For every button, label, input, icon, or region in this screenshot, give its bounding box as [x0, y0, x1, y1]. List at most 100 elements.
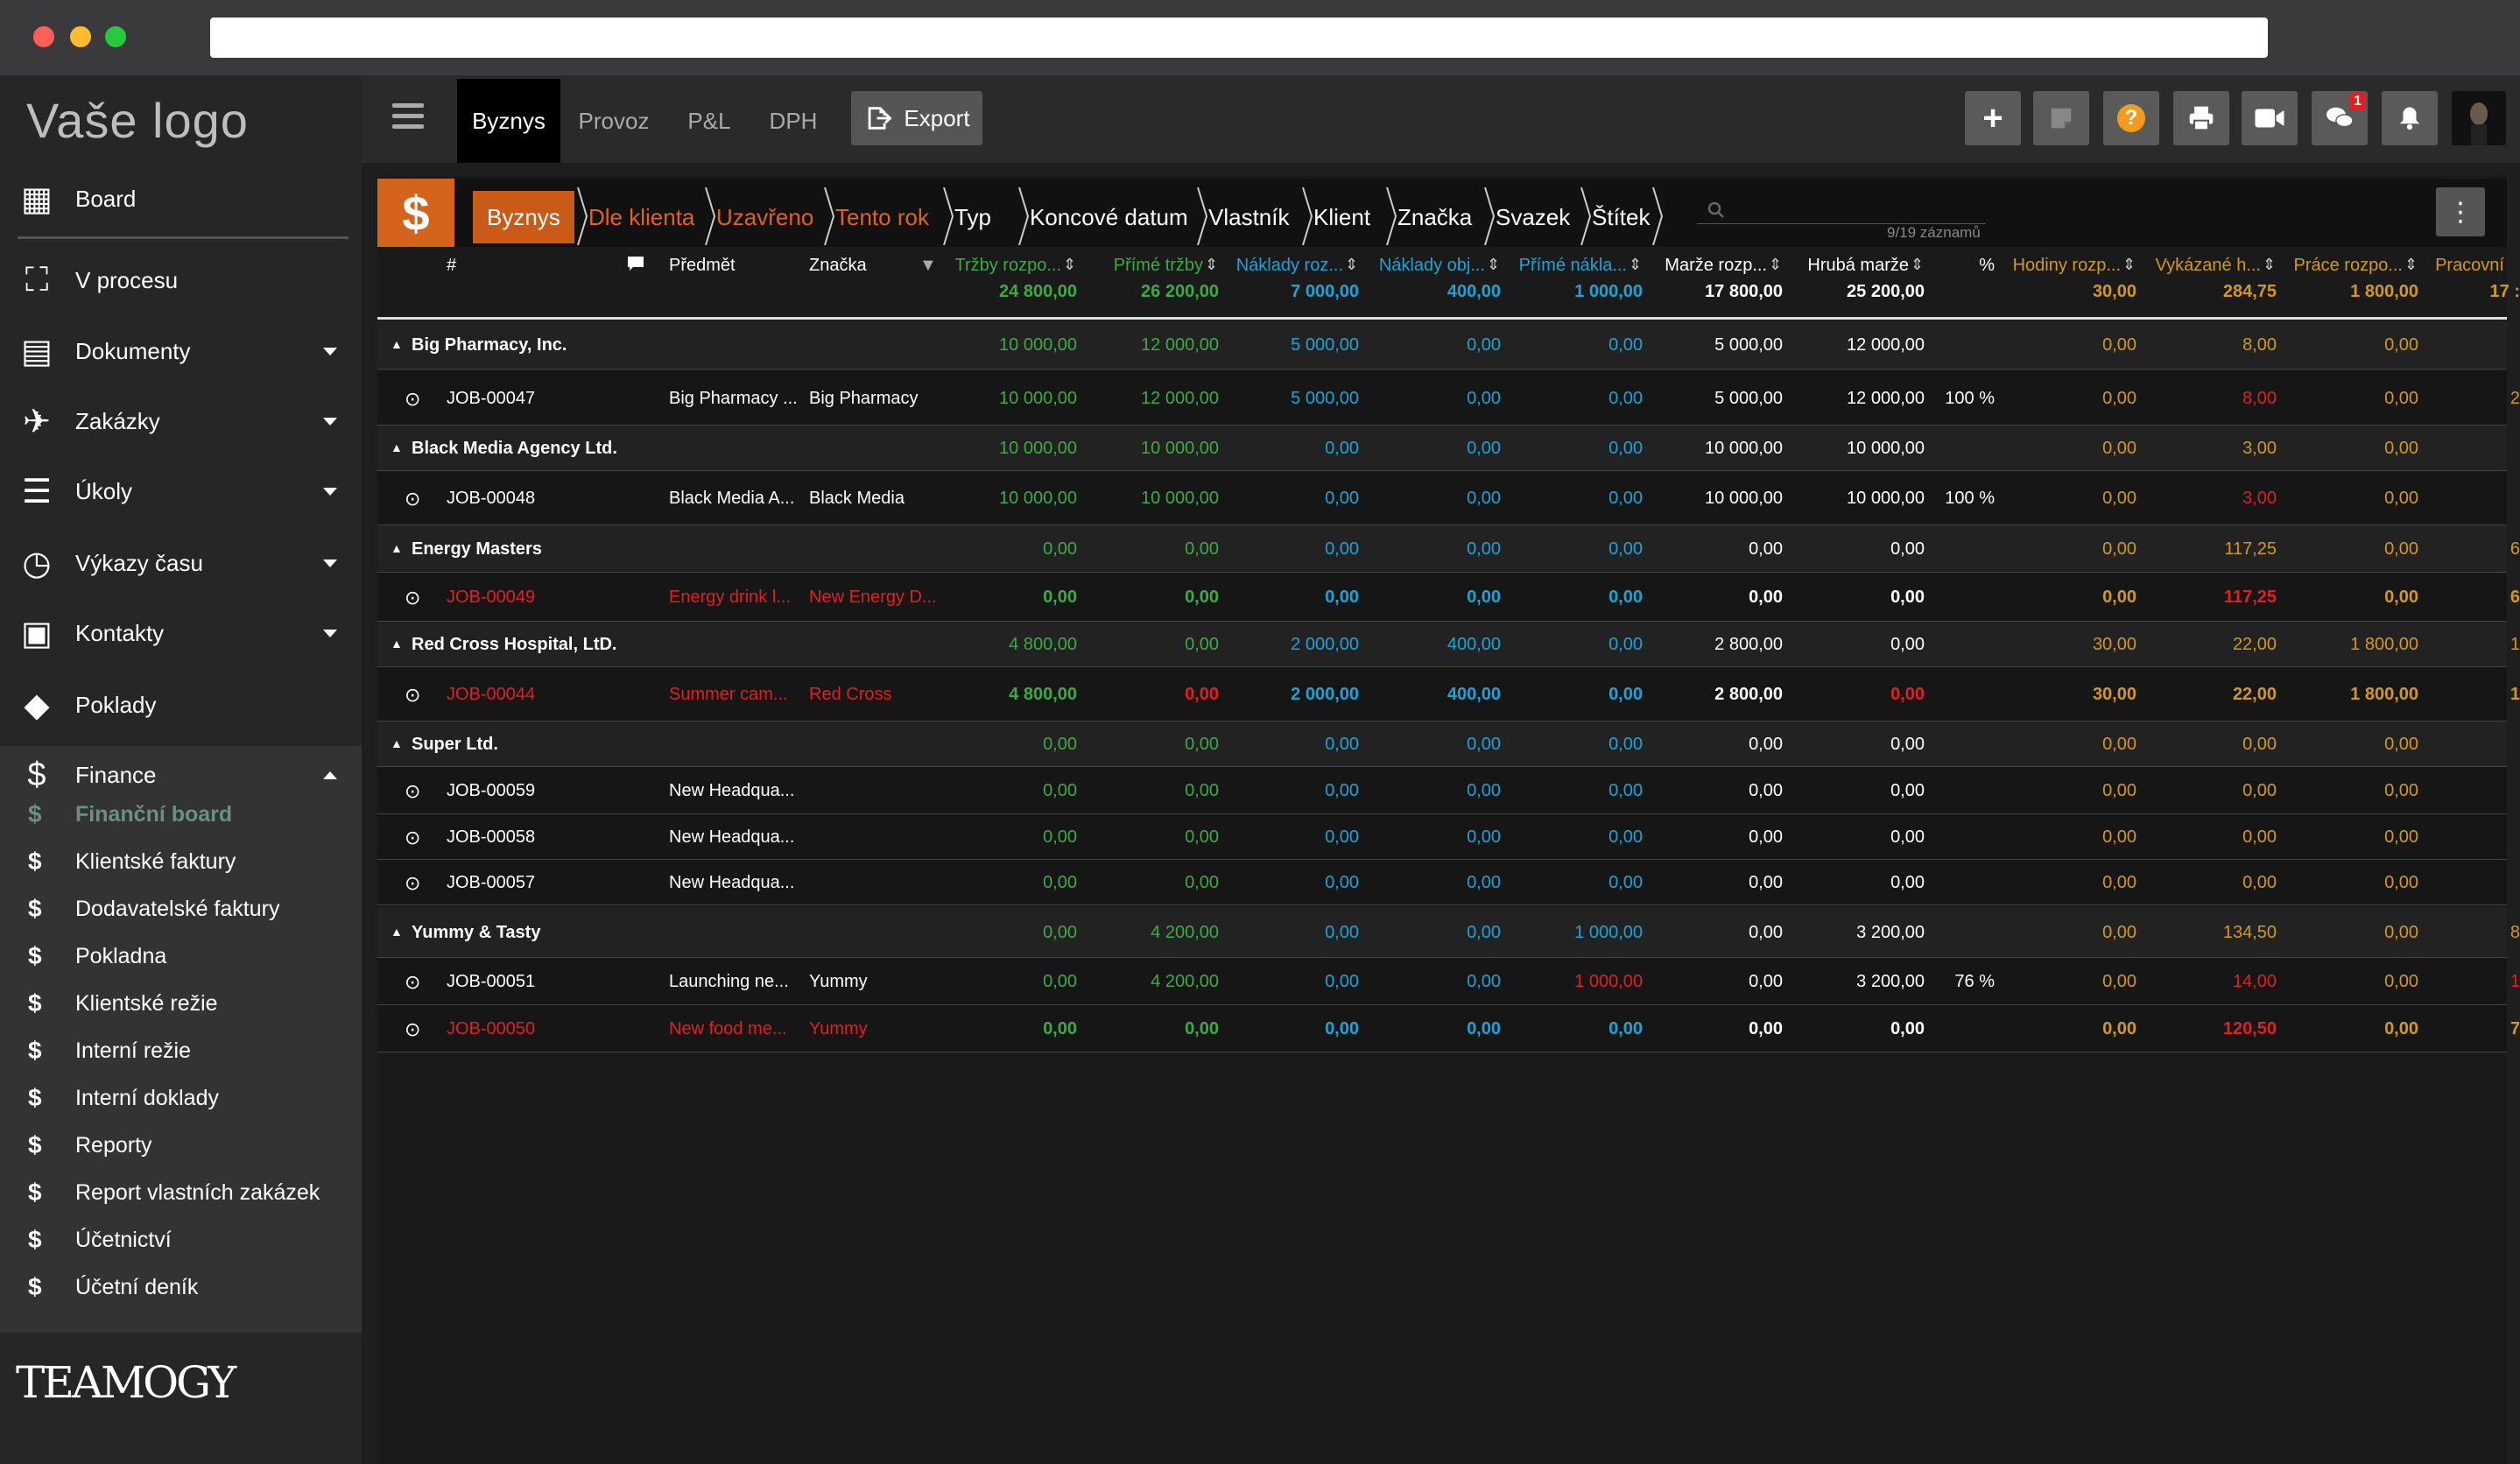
header-col-8[interactable]: Hodiny rozp... — [2012, 256, 2121, 275]
collapse-icon[interactable]: ▲ — [391, 541, 403, 555]
radio-target-icon[interactable]: ⊙ — [405, 971, 421, 993]
sidebar-subitem-1[interactable]: $ Klientské faktury — [0, 838, 362, 885]
table-row[interactable] — [377, 667, 2507, 721]
sort-icon[interactable]: ⇕ — [1487, 256, 1501, 273]
table-row[interactable] — [377, 371, 2507, 426]
group-row[interactable] — [377, 622, 2507, 667]
filter-chip-5[interactable]: Koncové datum — [1030, 203, 1188, 230]
job-id[interactable]: JOB-00044 — [447, 685, 536, 704]
header-col-6[interactable]: Hrubá marže — [1807, 256, 1909, 275]
radio-target-icon[interactable]: ⊙ — [405, 780, 421, 802]
sort-icon[interactable]: ⇕ — [2404, 256, 2418, 273]
radio-target-icon[interactable]: ⊙ — [405, 684, 421, 706]
header-col-11[interactable]: Pracovní — [2435, 256, 2504, 275]
header-col-7[interactable]: % — [1979, 256, 1995, 275]
group-row[interactable] — [377, 320, 2507, 370]
chat-button[interactable]: 1 — [2312, 91, 2368, 145]
collapse-icon[interactable]: ▲ — [391, 337, 403, 351]
sidebar-subitem-3[interactable]: $ Pokladna — [0, 933, 362, 980]
sidebar-subitem-6[interactable]: $ Interní doklady — [0, 1074, 362, 1122]
sidebar-subitem-4[interactable]: $ Klientské režie — [0, 980, 362, 1027]
header-col-3[interactable]: Náklady obj... — [1378, 256, 1485, 275]
job-id[interactable]: JOB-00050 — [447, 1019, 536, 1038]
radio-target-icon[interactable]: ⊙ — [405, 827, 421, 848]
table-row[interactable] — [377, 860, 2507, 905]
collapse-icon[interactable]: ▲ — [391, 637, 403, 651]
radio-target-icon[interactable]: ⊙ — [405, 872, 421, 894]
radio-target-icon[interactable]: ⊙ — [405, 388, 421, 410]
sort-icon[interactable]: ⇕ — [1911, 256, 1925, 273]
job-id[interactable]: JOB-00057 — [447, 873, 536, 892]
more-options-button[interactable]: ⋮ — [2436, 187, 2485, 236]
collapse-icon[interactable]: ▲ — [391, 440, 403, 454]
group-row[interactable] — [377, 721, 2507, 767]
sort-icon[interactable]: ⇕ — [1063, 256, 1077, 273]
sort-icon[interactable]: ⇕ — [2263, 256, 2277, 273]
sort-icon[interactable]: ⇕ — [1345, 256, 1359, 273]
sidebar-subitem-5[interactable]: $ Interní režie — [0, 1027, 362, 1074]
filter-chip-1[interactable]: Dle klienta — [588, 203, 695, 230]
sidebar-item-finance[interactable]: $ Finance — [0, 746, 362, 804]
group-row[interactable] — [377, 426, 2507, 471]
job-id[interactable]: JOB-00047 — [447, 389, 536, 408]
sidebar-item-poklady[interactable]: ◆ Poklady — [0, 676, 362, 734]
header-col-10[interactable]: Práce rozpo... — [2293, 256, 2403, 275]
filter-chip-10[interactable]: Štítek — [1592, 203, 1651, 230]
group-row[interactable] — [377, 525, 2507, 573]
header-col-1[interactable]: Přímé tržby — [1113, 256, 1203, 275]
table-row[interactable] — [377, 1005, 2507, 1052]
sidebar-item-v-procesu[interactable]: ⛶ V procesu — [0, 251, 362, 309]
sidebar-item-board[interactable]: ▦ Board — [0, 170, 362, 228]
sort-icon[interactable]: ⇕ — [2122, 256, 2136, 273]
sort-icon[interactable]: ⇕ — [1629, 256, 1643, 273]
filter-chip-9[interactable]: Svazek — [1496, 203, 1571, 230]
header-col-0[interactable]: Tržby rozpo... — [954, 256, 1061, 275]
minimize-window-button[interactable] — [70, 26, 91, 47]
radio-target-icon[interactable]: ⊙ — [405, 488, 421, 510]
filter-chip-2[interactable]: Uzavřeno — [716, 203, 814, 230]
group-row[interactable] — [377, 907, 2507, 958]
filter-icon[interactable]: ▼ — [919, 256, 937, 275]
filter-chip-3[interactable]: Tento rok — [835, 203, 929, 230]
help-button[interactable]: ? — [2103, 91, 2159, 145]
collapse-icon[interactable]: ▲ — [391, 736, 403, 750]
sidebar-subitem-0[interactable]: $ Finanční board — [0, 791, 362, 838]
job-id[interactable]: JOB-00058 — [447, 827, 536, 847]
filter-chip-4[interactable]: Typ — [954, 203, 991, 230]
header-col-5[interactable]: Marže rozp... — [1665, 256, 1767, 275]
header-col-2[interactable]: Náklady roz... — [1235, 256, 1343, 275]
table-row[interactable] — [377, 958, 2507, 1005]
radio-target-icon[interactable]: ⊙ — [405, 1018, 421, 1040]
sidebar-item-zak-zky[interactable]: ✈ Zakázky — [0, 392, 362, 450]
notes-button[interactable] — [2033, 91, 2089, 145]
job-id[interactable]: JOB-00048 — [447, 489, 536, 508]
filter-chip-6[interactable]: Vlastník — [1208, 203, 1290, 230]
sort-icon[interactable]: ⇕ — [1769, 256, 1783, 273]
filter-chip-7[interactable]: Klient — [1313, 203, 1371, 230]
avatar[interactable] — [2452, 91, 2506, 145]
sidebar-item--koly[interactable]: ☰ Úkoly — [0, 462, 362, 520]
tab-provoz[interactable]: Provoz — [578, 107, 650, 134]
tab-dph[interactable]: DPH — [769, 107, 818, 134]
sidebar-item-v-kazy-asu[interactable]: ◷ Výkazy času — [0, 534, 362, 592]
filter-chip-8[interactable]: Značka — [1397, 203, 1473, 230]
collapse-icon[interactable]: ▲ — [391, 925, 403, 939]
sidebar-subitem-9[interactable]: $ Účetnictví — [0, 1216, 362, 1263]
sidebar-subitem-2[interactable]: $ Dodavatelské faktury — [0, 885, 362, 933]
job-id[interactable]: JOB-00049 — [447, 588, 536, 607]
header-col-9[interactable]: Vykázané h... — [2155, 256, 2261, 275]
sort-icon[interactable]: ⇕ — [1205, 256, 1219, 273]
sidebar-item-kontakty[interactable]: ▣ Kontakty — [0, 604, 362, 662]
url-bar[interactable] — [210, 18, 2268, 58]
tab-byznys[interactable]: Byznys — [457, 79, 560, 163]
table-row[interactable] — [377, 767, 2507, 814]
filter-chip-0[interactable]: Byznys — [473, 191, 574, 243]
notifications-button[interactable] — [2382, 91, 2438, 145]
maximize-window-button[interactable] — [105, 26, 126, 47]
video-button[interactable] — [2242, 91, 2298, 145]
export-button[interactable]: Export — [851, 91, 982, 145]
sidebar-subitem-8[interactable]: $ Report vlastních zakázek — [0, 1169, 362, 1216]
sidebar-item-dokumenty[interactable]: ▤ Dokumenty — [0, 322, 362, 380]
table-row[interactable] — [377, 814, 2507, 860]
print-button[interactable] — [2173, 91, 2229, 145]
